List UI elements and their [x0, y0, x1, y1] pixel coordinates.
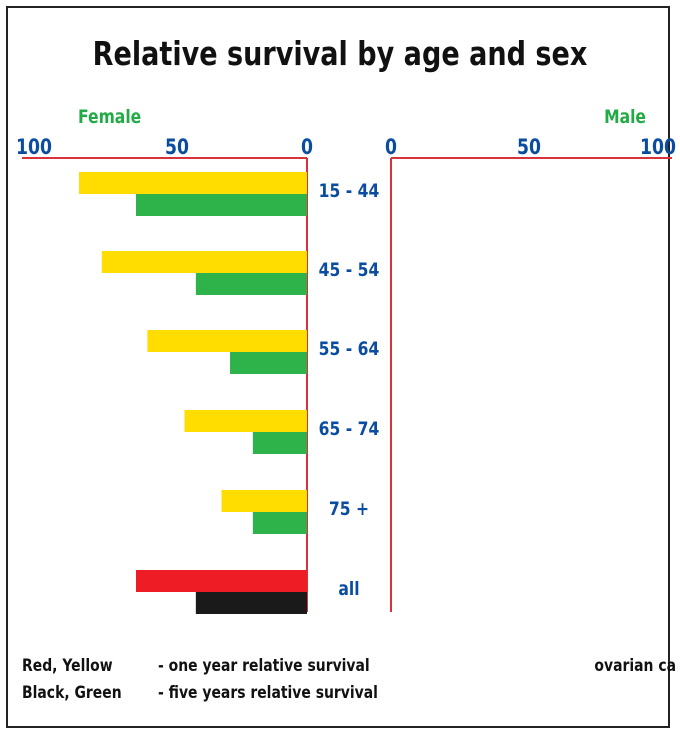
bar-one-year-1: [101, 251, 307, 273]
chart-frame: [6, 6, 670, 728]
bar-five-year-3: [252, 432, 307, 454]
category-label-1: 45 - 54: [318, 259, 380, 281]
bar-one-year-2: [147, 330, 307, 352]
legend-key-five-year: Black, Green: [22, 683, 122, 703]
legend-key-one-year: Red, Yellow: [22, 656, 113, 676]
bar-five-year-0: [136, 194, 307, 216]
bar-five-year-1: [195, 273, 307, 295]
bar-one-year-5: [136, 570, 307, 592]
female-tick-50: 50: [165, 135, 189, 159]
male-tick-50: 50: [517, 135, 541, 159]
bar-one-year-4: [221, 490, 307, 512]
category-label-5: all: [338, 578, 360, 600]
category-label-4: 75 +: [328, 498, 370, 520]
bar-five-year-2: [230, 352, 307, 374]
disease-note: ovarian ca: [594, 656, 676, 676]
category-label-2: 55 - 64: [318, 338, 380, 360]
bar-one-year-3: [184, 410, 307, 432]
bar-five-year-5: [195, 592, 307, 614]
category-label-3: 65 - 74: [318, 418, 380, 440]
bar-five-year-4: [252, 512, 307, 534]
male-tick-100: 100: [640, 135, 676, 159]
bar-one-year-0: [79, 172, 307, 194]
female-tick-0: 0: [301, 135, 313, 159]
category-label-0: 15 - 44: [318, 180, 380, 202]
male-label: Male: [604, 106, 646, 128]
female-label: Female: [78, 106, 142, 128]
legend-text-five-year: - five years relative survival: [158, 683, 378, 703]
chart-title: Relative survival by age and sex: [92, 34, 588, 73]
female-tick-100: 100: [16, 135, 52, 159]
legend-text-one-year: - one year relative survival: [158, 656, 370, 676]
male-tick-0: 0: [385, 135, 397, 159]
